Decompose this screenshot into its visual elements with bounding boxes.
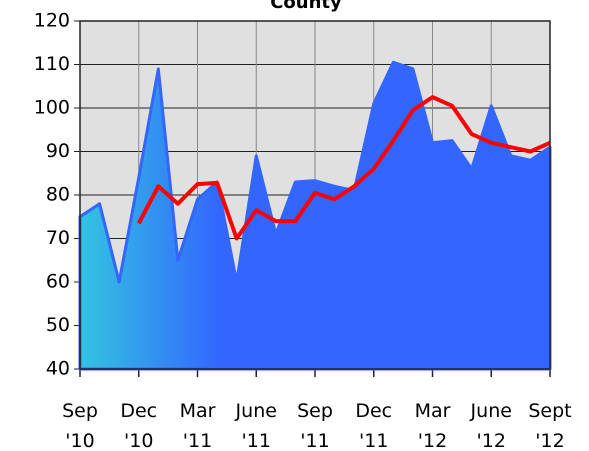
x-tick-label: Sept '12 — [528, 400, 572, 451]
y-tick-label: 90 — [46, 140, 70, 162]
x-tick-label: June '12 — [470, 400, 512, 451]
x-tick-label: Dec '11 — [355, 400, 393, 451]
x-tick-label: June '11 — [235, 400, 277, 451]
y-tick-label: 40 — [46, 358, 70, 380]
y-tick-label: 80 — [46, 184, 70, 206]
chart-title: County — [270, 0, 342, 13]
y-tick-label: 110 — [34, 53, 70, 75]
area — [78, 60, 552, 371]
plot-frame — [79, 20, 551, 370]
x-tick-label: Mar '11 — [179, 400, 216, 451]
x-tick-label: Sep '10 — [62, 400, 98, 451]
y-tick-label: 50 — [46, 314, 70, 336]
x-tick-label: Sep '11 — [297, 400, 333, 451]
x-tick-label: Dec '10 — [120, 400, 158, 451]
y-tick-label: 60 — [46, 271, 70, 293]
y-tick-label: 120 — [34, 10, 70, 32]
x-tick-label: Mar '12 — [414, 400, 451, 451]
y-tick-label: 70 — [46, 227, 70, 249]
y-tick-label: 100 — [34, 97, 70, 119]
line — [136, 95, 551, 241]
